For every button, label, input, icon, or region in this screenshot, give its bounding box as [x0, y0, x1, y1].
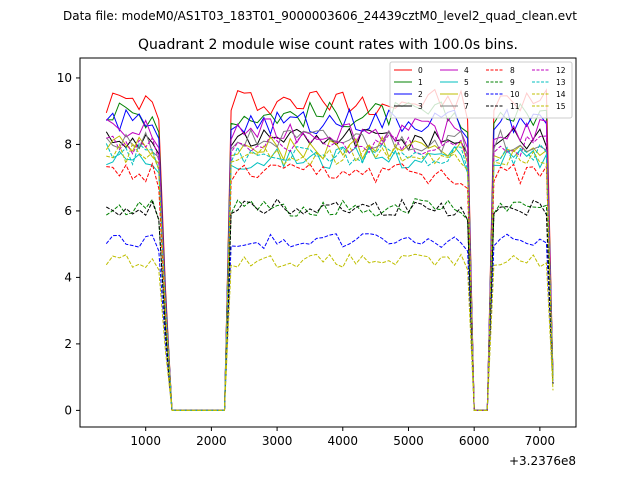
- legend-label-5: 5: [464, 78, 469, 87]
- series-line-8: [106, 162, 554, 411]
- series-layer: [105, 88, 554, 411]
- x-tick-label: 2000: [196, 434, 227, 448]
- y-tick-label: 8: [64, 137, 72, 151]
- chart-title: Quadrant 2 module wise count rates with …: [138, 37, 518, 53]
- series-line-5: [106, 145, 554, 411]
- series-line-4: [106, 117, 554, 411]
- series-line-9: [106, 198, 554, 411]
- legend-label-1: 1: [418, 78, 423, 87]
- legend-label-11: 11: [510, 102, 520, 111]
- plot-frame: [79, 57, 577, 428]
- legend-label-13: 13: [556, 78, 566, 87]
- x-tick-label: 5000: [393, 434, 424, 448]
- y-tick-label: 10: [57, 71, 72, 85]
- legend-label-10: 10: [510, 90, 520, 99]
- series-line-2: [105, 107, 554, 411]
- x-tick-label: 1000: [130, 434, 161, 448]
- y-tick-label: 0: [64, 403, 72, 417]
- figure-suptitle: Data file: modeM0/AS1T03_183T01_90000036…: [63, 9, 577, 23]
- legend-label-14: 14: [556, 90, 566, 99]
- x-tick-label: 6000: [459, 434, 490, 448]
- series-line-3: [105, 127, 554, 411]
- legend-label-2: 2: [418, 90, 423, 99]
- legend-label-15: 15: [556, 102, 566, 111]
- legend-label-8: 8: [510, 66, 515, 75]
- series-line-11: [106, 198, 554, 411]
- legend-label-9: 9: [510, 78, 515, 87]
- series-line-12: [106, 132, 554, 411]
- legend-frame: [389, 61, 573, 119]
- series-line-14: [105, 253, 554, 411]
- series-line-1: [106, 101, 554, 411]
- legend-label-3: 3: [418, 102, 423, 111]
- series-line-7: [105, 128, 554, 411]
- y-tick-label: 6: [64, 204, 72, 218]
- x-tick-label: 7000: [525, 434, 556, 448]
- x-tick-label: 4000: [328, 434, 359, 448]
- series-line-10: [105, 233, 554, 411]
- legend-label-6: 6: [464, 90, 469, 99]
- x-tick-label: 3000: [262, 434, 293, 448]
- legend-label-7: 7: [464, 102, 469, 111]
- legend-label-0: 0: [418, 66, 423, 75]
- y-tick-label: 2: [64, 337, 72, 351]
- legend-label-4: 4: [464, 66, 469, 75]
- series-line-15: [106, 142, 554, 411]
- series-line-13: [105, 142, 554, 411]
- axes-layer: 1000 2000 3000 4000 5000 6000 70000246810+3.23…: [57, 57, 577, 468]
- x-offset-label: +3.2376e8: [509, 454, 576, 468]
- y-tick-label: 4: [64, 270, 72, 284]
- legend-label-12: 12: [556, 66, 566, 75]
